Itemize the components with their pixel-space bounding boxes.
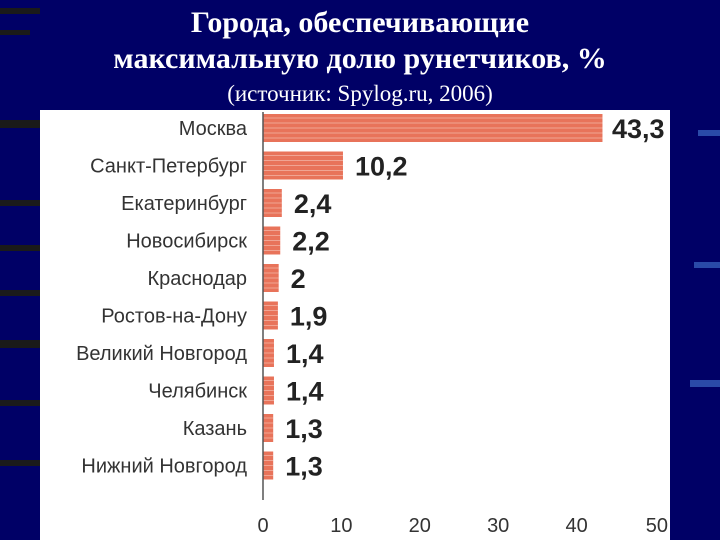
bars-group: Москва 43,3 Санкт-Петербург 10,2 Екатеринбур… bbox=[76, 114, 665, 482]
bar bbox=[263, 451, 274, 480]
chart-title-line1: Города, обеспечивающие bbox=[190, 6, 530, 39]
chart-panel: Москва 43,3 Санкт-Петербург 10,2 Екатеринбур… bbox=[40, 110, 670, 540]
category-label: Новосибирск bbox=[126, 231, 247, 253]
bar-chart: Москва 43,3 Санкт-Петербург 10,2 Екатеринбур… bbox=[76, 112, 668, 537]
chart-title-line2: максимальную долю рунетчиков, % bbox=[113, 42, 607, 75]
category-label: Екатеринбург bbox=[121, 193, 247, 215]
x-tick-label: 10 bbox=[330, 515, 352, 537]
value-label: 1,9 bbox=[290, 302, 328, 332]
value-label: 1,3 bbox=[285, 414, 323, 444]
value-label: 1,3 bbox=[285, 452, 323, 482]
x-ticks-group: 0 10 20 30 40 50 bbox=[257, 515, 668, 537]
bar bbox=[263, 264, 279, 292]
category-label: Москва bbox=[179, 118, 248, 140]
value-label: 2,2 bbox=[292, 227, 330, 257]
bar bbox=[263, 339, 274, 367]
x-tick-label: 40 bbox=[565, 515, 587, 537]
value-label: 2,4 bbox=[294, 189, 332, 219]
category-label: Челябинск bbox=[148, 381, 247, 403]
x-tick-label: 0 bbox=[257, 515, 268, 537]
bar bbox=[263, 301, 278, 330]
bar bbox=[263, 189, 282, 217]
value-label: 2 bbox=[291, 264, 306, 294]
bar bbox=[263, 151, 343, 180]
bar bbox=[263, 376, 274, 405]
category-label: Краснодар bbox=[147, 268, 247, 290]
value-label: 1,4 bbox=[286, 377, 324, 407]
bar bbox=[263, 114, 603, 142]
value-label: 1,4 bbox=[286, 339, 324, 369]
bar bbox=[263, 414, 274, 442]
category-label: Казань bbox=[183, 418, 247, 440]
chart-source: (источник: Spylog.ru, 2006) bbox=[227, 81, 493, 106]
category-label: Санкт-Петербург bbox=[90, 156, 247, 178]
value-label: 10,2 bbox=[355, 152, 408, 182]
bar bbox=[263, 226, 281, 255]
x-tick-label: 30 bbox=[487, 515, 509, 537]
category-label: Нижний Новгород bbox=[81, 456, 247, 478]
value-label: 43,3 bbox=[612, 114, 665, 144]
x-tick-label: 50 bbox=[646, 515, 668, 537]
category-label: Великий Новгород bbox=[76, 343, 247, 365]
category-label: Ростов-на-Дону bbox=[101, 306, 247, 328]
x-tick-label: 20 bbox=[409, 515, 431, 537]
